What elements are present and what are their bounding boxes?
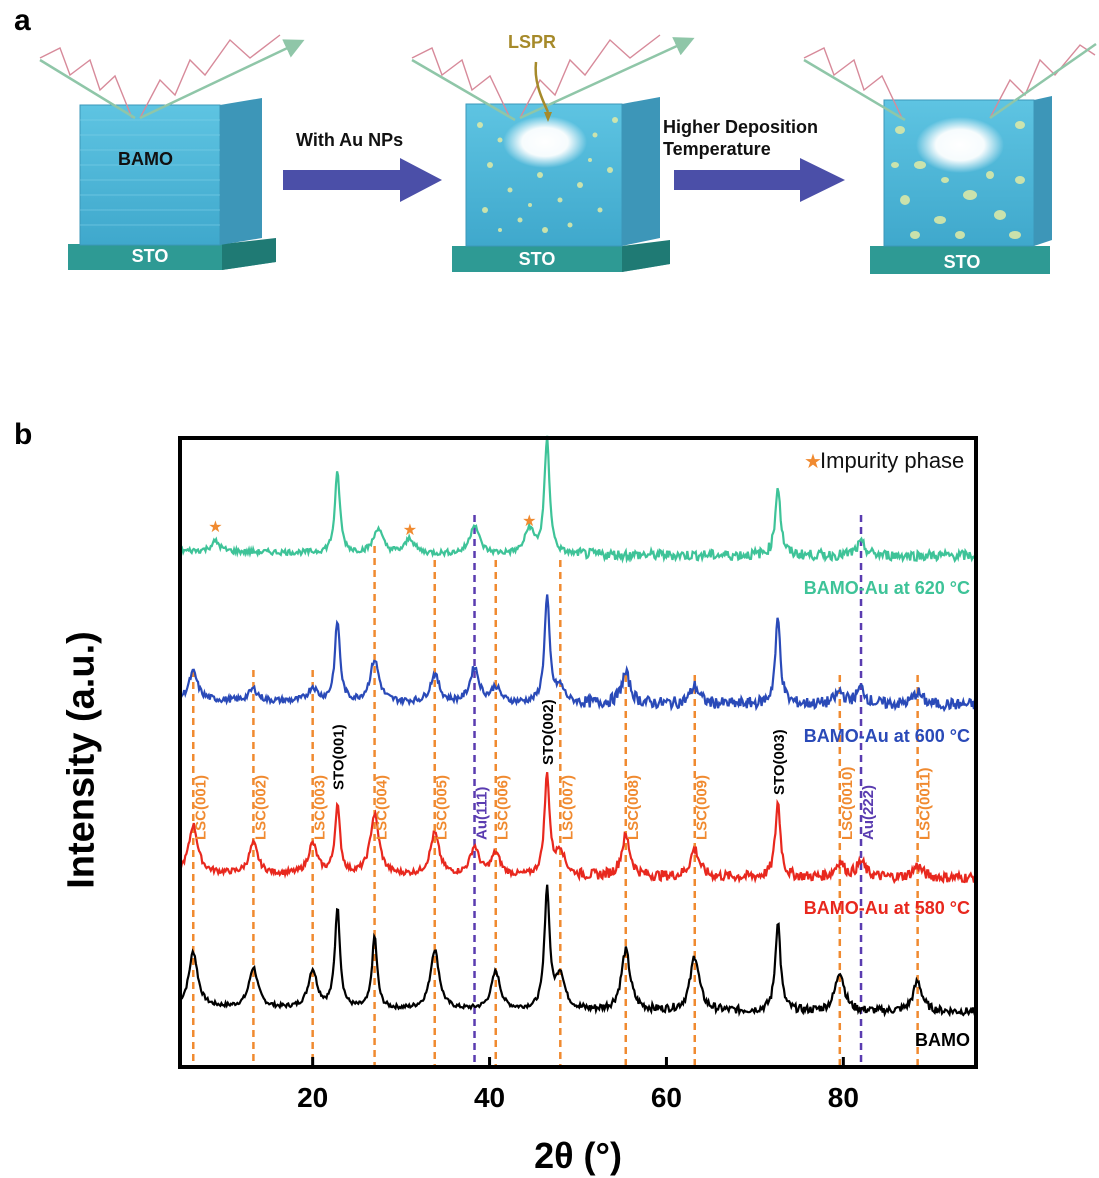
x-tick-label: 40 <box>474 1082 505 1113</box>
lspr-label: LSPR <box>508 32 556 52</box>
reference-line-label: LSC(006) <box>495 775 512 840</box>
deposition-schematic: BAMO STO STO STO LSPR With Au NPs Higher… <box>39 32 1097 274</box>
lspr-pointer <box>534 61 550 113</box>
reference-line-label: LSC(009) <box>694 775 711 840</box>
reference-line-label: Au(111) <box>474 787 491 840</box>
series-line <box>178 594 976 713</box>
series-name-label: BAMO-Au at 600 °C <box>804 726 970 746</box>
substrate-label-2: STO <box>519 249 556 269</box>
panel-a-label: a <box>14 4 31 37</box>
step2-label: Higher Deposition Temperature <box>663 117 818 159</box>
panel-b-label: b <box>14 418 33 451</box>
reference-line-label: LSC(001) <box>192 775 209 840</box>
process-arrow-1 <box>283 158 442 202</box>
x-tick-label: 20 <box>297 1082 328 1113</box>
plot-frame <box>178 436 978 1069</box>
lspr-glow <box>503 116 587 168</box>
step1-label: With Au NPs <box>296 130 403 150</box>
film-cube-au <box>411 34 695 272</box>
series-line <box>178 772 976 885</box>
impurity-star-icon: ★ <box>522 513 536 530</box>
reference-line-label: LSC(0010) <box>839 767 856 840</box>
series-line <box>179 435 976 564</box>
series-name-label: BAMO-Au at 580 °C <box>804 898 970 918</box>
x-axis-label: 2θ (°) <box>534 1135 622 1176</box>
series-line <box>179 884 976 1018</box>
legend: ★ Impurity phase <box>804 448 964 473</box>
x-tick-label: 60 <box>651 1082 682 1113</box>
reference-line-label: LSC(0011) <box>917 767 934 840</box>
substrate-peak-label: STO(003) <box>771 729 788 795</box>
incident-wave <box>39 47 133 119</box>
reference-line-label: LSC(003) <box>312 775 329 840</box>
impurity-star-icon: ★ <box>208 519 222 536</box>
film-cube-bare <box>39 34 305 270</box>
reference-line-label: LSC(008) <box>625 775 642 840</box>
x-tick-label: 80 <box>828 1082 859 1113</box>
scattered-wave <box>139 34 281 119</box>
reference-line-label: LSC(004) <box>374 775 391 840</box>
series-name-label: BAMO <box>915 1030 970 1050</box>
legend-label: Impurity phase <box>820 448 964 473</box>
reference-line-label: LSC(007) <box>559 775 576 840</box>
substrate-label-3: STO <box>944 252 981 272</box>
substrate-peak-label: STO(001) <box>330 724 347 790</box>
reference-line-label: LSC(005) <box>434 775 451 840</box>
process-arrow-2 <box>674 158 845 202</box>
substrate-peak-label: STO(002) <box>540 699 557 765</box>
series-name-label: BAMO-Au at 620 °C <box>804 578 970 598</box>
film-label: BAMO <box>118 149 173 169</box>
reference-line-label: LSC(002) <box>252 775 269 840</box>
y-axis-label: Intensity (a.u.) <box>60 631 103 889</box>
impurity-star-icon: ★ <box>403 522 417 539</box>
film-cube-au-high-temp <box>803 42 1097 274</box>
substrate-label-1: STO <box>132 246 169 266</box>
reference-line-label: Au(222) <box>860 785 877 840</box>
legend-star-icon: ★ <box>804 451 822 473</box>
